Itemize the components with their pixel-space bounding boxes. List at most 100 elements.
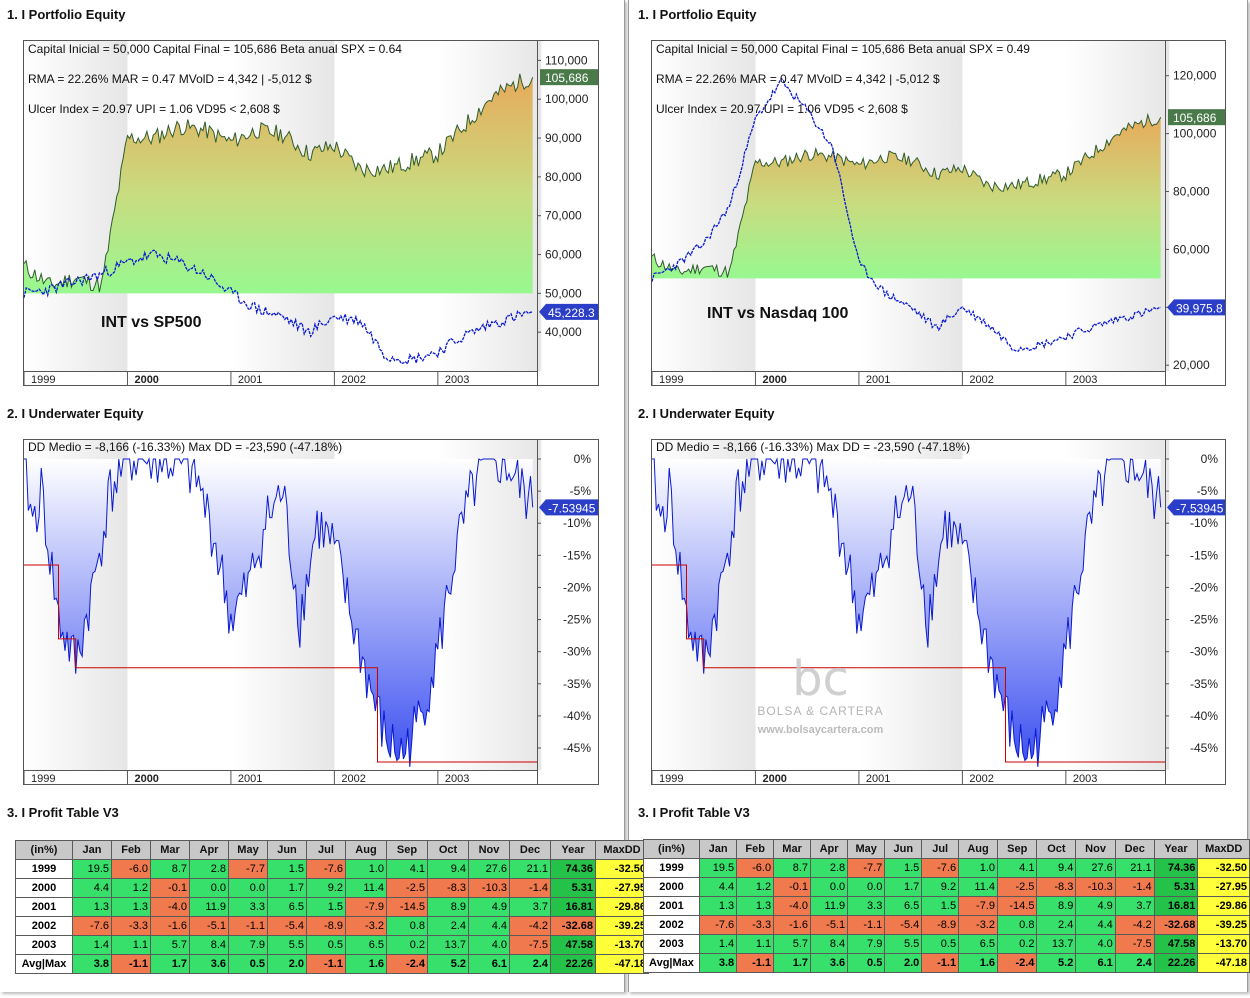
table-row: 2000 4.4 1.2 -0.1 0.0 0.0 1.7 9.2 11.4 -2.5 -8.3 -1…	[643, 877, 1250, 897]
month-cell: -2.4	[386, 954, 428, 974]
month-cell: 0.5	[847, 953, 886, 973]
month-cell: 3.3	[847, 896, 886, 916]
table-header: Aug	[345, 840, 387, 860]
equity-stats: RMA = 22.26% MAR = 0.47 MVolD = 4,342 | …	[656, 72, 940, 86]
table-row: 2003 1.4 1.1 5.7 8.4 7.9 5.5 0.5 6.5 0.2 13.7 4.0 -7…	[15, 935, 649, 955]
y-tick-label: -40%	[563, 709, 591, 723]
month-cell: -7.7	[847, 858, 886, 878]
watermark-url: www.bolsaycartera.com	[757, 724, 884, 736]
y-tick-label: -15%	[563, 548, 591, 562]
month-cell: 0.0	[847, 877, 886, 897]
x-tick-label: 2000	[762, 374, 786, 386]
table-row: 1999 19.5 -6.0 8.7 2.8 -7.7 1.5 -7.6 1.0 4.1 9.4 27…	[15, 859, 649, 879]
month-cell: 4.1	[386, 859, 428, 879]
month-cell: 0.0	[189, 878, 229, 898]
month-cell: -7.7	[228, 859, 268, 879]
x-tick-label: 2003	[445, 773, 469, 785]
y-tick-label: 70,000	[545, 209, 582, 223]
month-cell: 4.0	[1075, 934, 1116, 954]
x-tick-label: 2001	[866, 773, 890, 785]
month-cell: 11.4	[345, 878, 387, 898]
table-header: Oct	[427, 840, 469, 860]
month-cell: 7.9	[847, 934, 886, 954]
x-tick-label: 2003	[1073, 773, 1097, 785]
month-cell: -4.2	[509, 916, 551, 936]
month-cell: 1.3	[72, 897, 112, 917]
month-cell: -1.6	[773, 915, 812, 935]
benchmark-line	[651, 77, 1161, 352]
row-label: Avg|Max	[15, 954, 73, 974]
month-cell: 2.0	[267, 954, 307, 974]
benchmark-badge-text: 45,228.3	[548, 306, 595, 320]
month-cell: 1.0	[958, 858, 998, 878]
y-tick-label: -15%	[1190, 548, 1218, 562]
month-cell: -7.6	[72, 916, 112, 936]
month-cell: 1.6	[958, 953, 998, 973]
y-tick-label: -5%	[1197, 484, 1219, 498]
y-tick-label: -45%	[1190, 741, 1218, 755]
month-cell: -5.1	[189, 916, 229, 936]
maxdd-cell: -13.70	[595, 935, 649, 955]
month-cell: 1.2	[111, 878, 151, 898]
table-header: Year	[1153, 839, 1199, 859]
month-cell: 2.8	[810, 858, 849, 878]
month-cell: 1.5	[306, 897, 346, 917]
table-header: Apr	[810, 839, 849, 859]
left-equity-chart: 40,000 50,000 60,000 70,000 80,000 90,000 100,…	[23, 40, 599, 386]
month-cell: -2.5	[996, 877, 1038, 897]
month-cell: 6.5	[884, 896, 923, 916]
month-cell: 9.4	[1036, 858, 1077, 878]
table-row: 2002 -7.6 -3.3 -1.6 -5.1 -1.1 -5.4 -8.9 -3.2 0.8 2…	[643, 915, 1250, 935]
equity-line	[23, 73, 534, 293]
year-cell: 47.58	[1153, 934, 1199, 954]
month-cell: 3.6	[189, 954, 229, 974]
month-cell: -1.1	[847, 915, 886, 935]
table-header: MaxDD	[1197, 839, 1250, 859]
month-cell: 6.5	[267, 897, 307, 917]
row-label: 2000	[15, 878, 73, 898]
underwater-area	[24, 459, 533, 767]
table-header: Nov	[468, 840, 510, 860]
y-tick-label: 0%	[1201, 452, 1219, 466]
table-row: 2000 4.4 1.2 -0.1 0.0 0.0 1.7 9.2 11.4 -2.5 -8.3 -1…	[15, 878, 649, 898]
table-header: Jul	[921, 839, 960, 859]
month-cell: 0.8	[386, 916, 428, 936]
table-header: Jan	[72, 840, 112, 860]
y-tick-label: -20%	[563, 580, 591, 594]
month-cell: 4.4	[698, 877, 738, 897]
month-cell: 0.0	[810, 877, 849, 897]
left-profit-title: 3. I Profit Table V3	[7, 805, 119, 820]
y-tick-label: -45%	[563, 741, 591, 755]
month-cell: -8.9	[306, 916, 346, 936]
month-cell: -7.5	[509, 935, 551, 955]
month-cell: -3.2	[958, 915, 998, 935]
month-cell: 13.7	[427, 935, 469, 955]
table-header: (in%)	[643, 839, 700, 859]
month-cell: 0.0	[228, 878, 268, 898]
comparison-label: INT vs SP500	[101, 314, 202, 331]
underwater-area	[652, 459, 1161, 767]
drawdown-badge	[539, 499, 598, 516]
table-header: Sep	[386, 840, 428, 860]
table-header: Jun	[267, 840, 307, 860]
underwater-stats: DD Medio = -8,166 (-16.33%) Max DD = -23…	[656, 440, 970, 454]
max-drawdown-line	[652, 564, 1165, 763]
month-cell: 1.3	[698, 896, 738, 916]
table-header: Jul	[306, 840, 346, 860]
underwater-line	[652, 457, 1162, 767]
year-cell: 5.31	[550, 878, 596, 898]
month-cell: -8.3	[427, 878, 469, 898]
month-cell: 5.7	[773, 934, 812, 954]
y-tick-label: 20,000	[1173, 358, 1210, 372]
year-cell: -32.68	[550, 916, 596, 936]
month-cell: 3.6	[810, 953, 849, 973]
row-label: 1999	[643, 858, 700, 878]
month-cell: -1.4	[1114, 877, 1155, 897]
watermark-name: BOLSA & CARTERA	[757, 704, 884, 718]
watermark: bc BOLSA & CARTERA www.bolsaycartera.com	[738, 654, 903, 754]
year-cell: 22.26	[550, 954, 596, 974]
month-cell: 1.4	[698, 934, 738, 954]
month-cell: 19.5	[72, 859, 112, 879]
month-cell: 5.7	[150, 935, 190, 955]
month-cell: 1.0	[345, 859, 387, 879]
